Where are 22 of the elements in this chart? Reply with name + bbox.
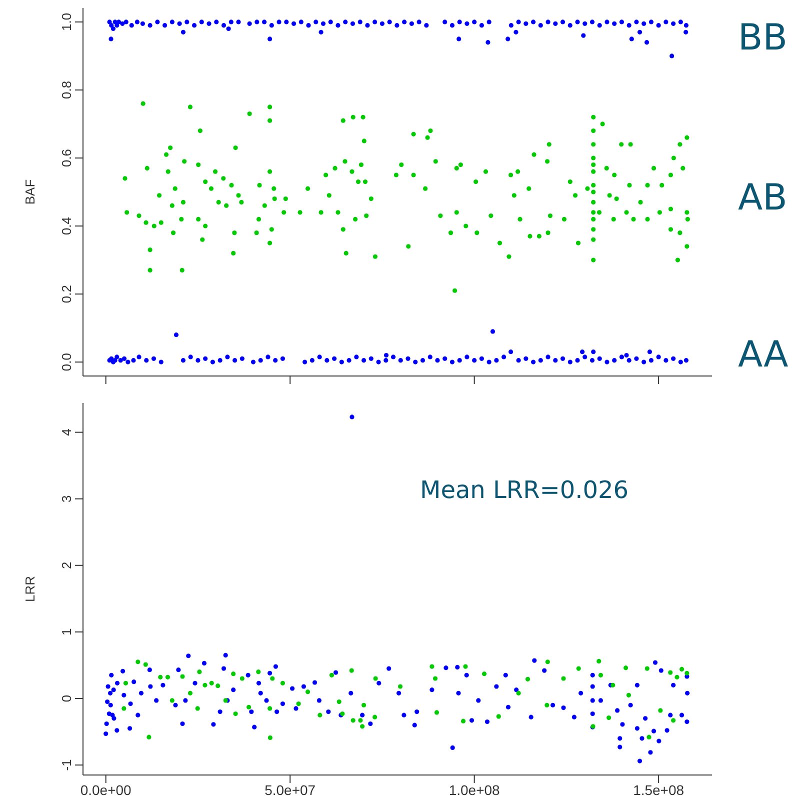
y-tick-label: 0.2 — [59, 284, 74, 304]
y-tick-label: 1 — [59, 628, 74, 636]
y-tick-label: 0.0 — [59, 353, 74, 372]
y-tick-label: 1.0 — [59, 12, 74, 31]
text: AB — [738, 178, 788, 218]
x-tick-label: 5.0e+07 — [264, 782, 316, 798]
y-tick-label: 4 — [59, 428, 74, 436]
y-tick-label: 2 — [59, 562, 74, 569]
y-tick-label: -1 — [59, 759, 74, 771]
y-axis-title: BAF — [22, 179, 38, 205]
y-axis-title: LRR — [22, 576, 38, 602]
text: BB — [738, 18, 788, 58]
x-tick-label: 1.5e+08 — [633, 782, 684, 798]
y-tick-label: 3 — [59, 495, 74, 502]
annotation: Mean LRR=0.026 — [420, 476, 629, 504]
y-tick-label: 0 — [59, 694, 74, 702]
x-tick-label: 0.0e+00 — [80, 782, 132, 798]
y-tick-label: 0.4 — [59, 216, 74, 236]
text: AA — [738, 334, 788, 376]
x-tick-label: 1.0e+08 — [448, 782, 500, 798]
y-tick-label: 0.6 — [59, 148, 74, 168]
y-tick-label: 0.8 — [59, 80, 74, 100]
